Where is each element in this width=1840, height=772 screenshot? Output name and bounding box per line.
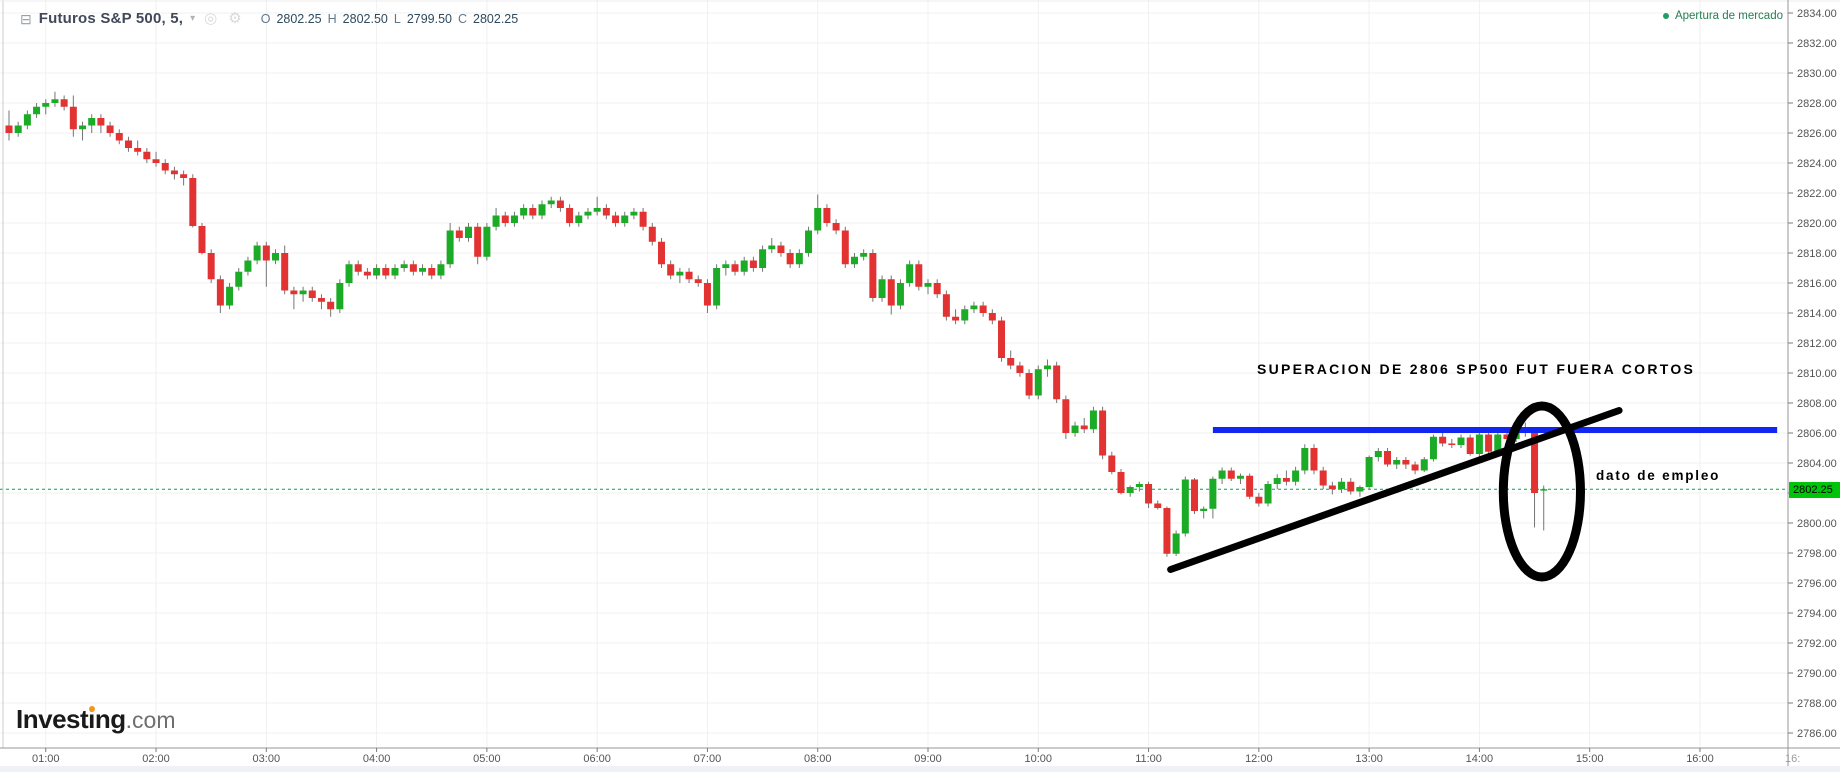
svg-text:2806.00: 2806.00	[1797, 428, 1837, 440]
candles-layer	[5, 91, 1548, 557]
svg-text:2832.00: 2832.00	[1797, 38, 1837, 50]
collapse-panel-icon[interactable]: ⊟	[20, 10, 32, 27]
svg-text:02:00: 02:00	[142, 753, 170, 765]
svg-text:16:: 16:	[1785, 753, 1800, 765]
annotations-layer[interactable]	[1167, 401, 1778, 582]
svg-text:2792.00: 2792.00	[1797, 638, 1837, 650]
svg-text:2800.00: 2800.00	[1797, 518, 1837, 530]
close-value: 2802.25	[473, 11, 519, 26]
svg-text:2786.00: 2786.00	[1797, 728, 1837, 740]
svg-text:2830.00: 2830.00	[1797, 68, 1837, 80]
close-label: C	[458, 11, 468, 26]
svg-text:2808.00: 2808.00	[1797, 398, 1837, 410]
svg-text:14:00: 14:00	[1466, 753, 1494, 765]
low-value: 2799.50	[406, 11, 452, 26]
current-price-axis-label: 2802.25	[1789, 482, 1840, 498]
ascending-trendline[interactable]	[1167, 407, 1623, 573]
svg-text:2834.00: 2834.00	[1797, 8, 1837, 20]
svg-text:10:00: 10:00	[1025, 753, 1053, 765]
ohlc-readout: O 2802.25 H 2802.50 L 2799.50 C 2802.25	[261, 12, 519, 26]
svg-text:11:00: 11:00	[1135, 753, 1162, 765]
svg-text:08:00: 08:00	[804, 753, 832, 765]
svg-text:09:00: 09:00	[914, 753, 942, 765]
high-label: H	[327, 11, 337, 26]
settings-gear-icon[interactable]: ⚙	[228, 10, 242, 27]
svg-text:2828.00: 2828.00	[1797, 98, 1837, 110]
low-label: L	[393, 11, 401, 26]
market-open-indicator: Apertura de mercado	[1662, 10, 1783, 22]
svg-text:2818.00: 2818.00	[1797, 248, 1837, 260]
svg-text:2790.00: 2790.00	[1797, 668, 1837, 680]
chevron-down-icon[interactable]: ▾	[190, 13, 196, 24]
highlight-ellipse[interactable]	[1498, 401, 1585, 582]
svg-text:2822.00: 2822.00	[1797, 188, 1837, 200]
svg-text:01:00: 01:00	[32, 753, 60, 765]
svg-text:2816.00: 2816.00	[1797, 278, 1837, 290]
svg-text:2812.00: 2812.00	[1797, 338, 1837, 350]
svg-text:12:00: 12:00	[1245, 753, 1273, 765]
svg-text:15:00: 15:00	[1576, 753, 1604, 765]
svg-text:13:00: 13:00	[1355, 753, 1383, 765]
svg-text:2788.00: 2788.00	[1797, 698, 1837, 710]
svg-text:2824.00: 2824.00	[1797, 158, 1837, 170]
svg-text:03:00: 03:00	[253, 753, 281, 765]
open-label: O	[260, 11, 271, 26]
green-dot-icon	[1662, 13, 1669, 19]
svg-text:06:00: 06:00	[583, 753, 611, 765]
svg-text:2814.00: 2814.00	[1797, 308, 1837, 320]
gridlines	[0, 0, 1788, 748]
svg-text:2826.00: 2826.00	[1797, 128, 1837, 140]
svg-text:07:00: 07:00	[694, 753, 722, 765]
market-open-label: Apertura de mercado	[1674, 10, 1783, 22]
svg-text:2794.00: 2794.00	[1797, 608, 1837, 620]
svg-text:04:00: 04:00	[363, 753, 391, 765]
svg-text:2804.00: 2804.00	[1797, 458, 1837, 470]
visibility-toggle-icon[interactable]: ◎	[204, 10, 218, 27]
svg-text:2820.00: 2820.00	[1797, 218, 1837, 230]
svg-text:2810.00: 2810.00	[1797, 368, 1837, 380]
high-value: 2802.50	[342, 11, 388, 26]
svg-text:2796.00: 2796.00	[1797, 578, 1837, 590]
logo-orange-dot-i: i	[88, 704, 95, 734]
investing-logo: Investing.com	[16, 704, 176, 734]
annotation-superacion-text[interactable]: SUPERACION DE 2806 SP500 FUT FUERA CORTO…	[1257, 361, 1696, 377]
symbol-title[interactable]: Futuros S&P 500, 5,	[38, 10, 184, 27]
chart-legend: ⊟ Futuros S&P 500, 5, ▾ ◎ ⚙ O 2802.25 H …	[20, 10, 518, 27]
svg-text:16:00: 16:00	[1686, 753, 1714, 765]
svg-text:2798.00: 2798.00	[1797, 548, 1837, 560]
open-value: 2802.25	[276, 11, 322, 26]
svg-text:05:00: 05:00	[473, 753, 501, 765]
annotation-dato-empleo-text[interactable]: dato de empleo	[1596, 468, 1721, 483]
